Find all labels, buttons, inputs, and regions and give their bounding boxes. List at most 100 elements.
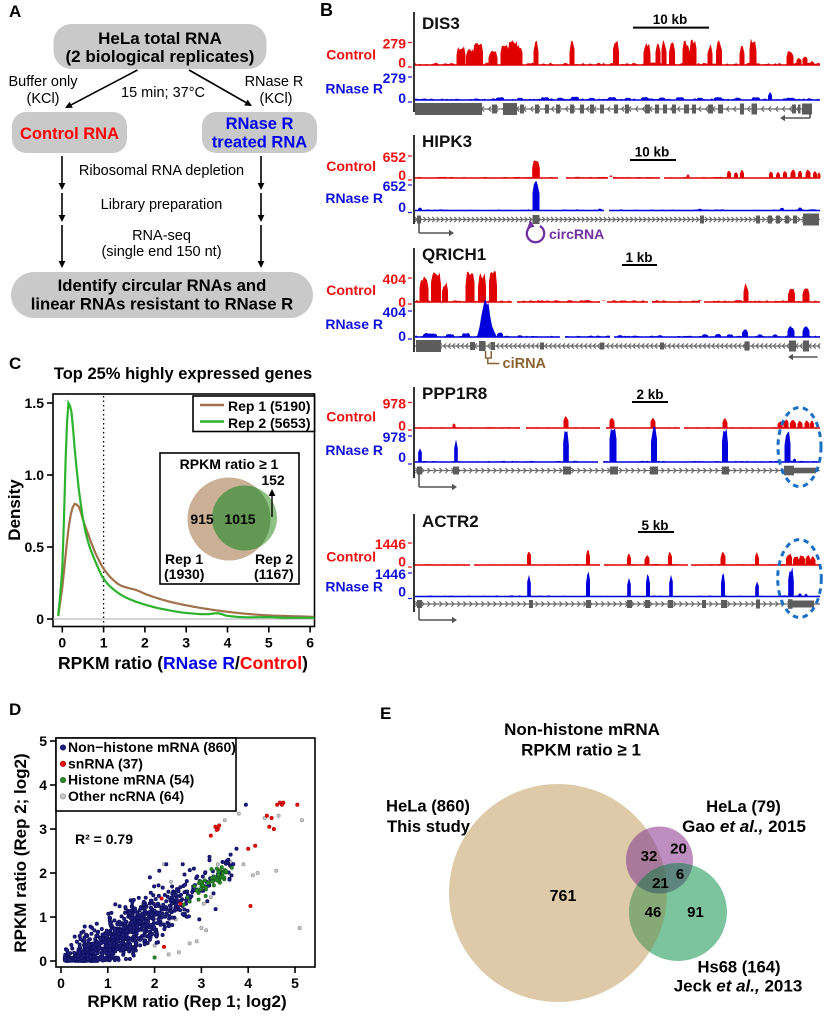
- svg-text:1015: 1015: [224, 511, 255, 527]
- svg-text:10 kb: 10 kb: [653, 12, 688, 27]
- svg-text:RNase R: RNase R: [325, 442, 383, 458]
- svg-text:RPKM ratio (Rep 1; log2): RPKM ratio (Rep 1; log2): [87, 992, 286, 1011]
- svg-text:Control: Control: [326, 549, 376, 565]
- svg-text:RNase R: RNase R: [325, 81, 383, 97]
- svg-text:0: 0: [36, 611, 44, 627]
- svg-text:Hs68 (164): Hs68 (164): [697, 958, 780, 977]
- svg-text:(KCl): (KCl): [259, 91, 292, 107]
- svg-text:32: 32: [641, 848, 658, 865]
- svg-text:0: 0: [398, 294, 406, 310]
- svg-text:2: 2: [39, 865, 47, 881]
- svg-text:404: 404: [383, 271, 407, 287]
- svg-text:snRNA (37): snRNA (37): [68, 755, 143, 771]
- svg-text:Rep 2 (5653): Rep 2 (5653): [228, 415, 310, 431]
- svg-text:279: 279: [383, 36, 407, 52]
- svg-text:4: 4: [224, 635, 232, 651]
- svg-text:RPKM ratio ≥ 1: RPKM ratio ≥ 1: [180, 456, 279, 472]
- svg-text:20: 20: [670, 841, 687, 858]
- svg-text:Jeck et al., 2013: Jeck et al., 2013: [674, 977, 803, 996]
- svg-text:QRICH1: QRICH1: [422, 245, 486, 264]
- svg-text:652: 652: [383, 178, 407, 194]
- svg-text:3: 3: [198, 975, 206, 991]
- svg-text:circRNA: circRNA: [549, 226, 604, 242]
- svg-text:(1167): (1167): [254, 566, 294, 582]
- svg-text:linear RNAs resistant to RNase: linear RNAs resistant to RNase R: [31, 295, 293, 314]
- svg-text:Rep 2: Rep 2: [255, 551, 293, 567]
- svg-text:Buffer only: Buffer only: [8, 74, 78, 90]
- svg-text:1: 1: [100, 635, 108, 651]
- svg-text:0: 0: [39, 953, 47, 969]
- svg-text:0: 0: [398, 328, 406, 344]
- svg-text:D: D: [9, 700, 21, 719]
- svg-text:91: 91: [687, 904, 704, 921]
- svg-text:1: 1: [104, 975, 112, 991]
- svg-text:3: 3: [39, 821, 47, 837]
- svg-text:RNase R: RNase R: [325, 316, 383, 332]
- svg-text:RPKM ratio (RNase R/Control): RPKM ratio (RNase R/Control): [58, 653, 308, 673]
- svg-text:(2 biological replicates): (2 biological replicates): [66, 47, 255, 66]
- svg-text:Control: Control: [326, 47, 376, 63]
- svg-text:0: 0: [398, 90, 406, 106]
- svg-text:E: E: [380, 704, 391, 723]
- svg-text:21: 21: [652, 875, 669, 892]
- svg-text:0: 0: [398, 449, 406, 465]
- svg-text:Identify circular RNAs and: Identify circular RNAs and: [58, 276, 267, 295]
- svg-text:404: 404: [383, 304, 407, 320]
- svg-text:RNase R: RNase R: [245, 74, 304, 90]
- svg-text:Ribosomal RNA depletion: Ribosomal RNA depletion: [79, 163, 244, 179]
- svg-text:RPKM ratio (Rep 2; log2): RPKM ratio (Rep 2; log2): [11, 753, 30, 952]
- svg-text:1446: 1446: [375, 566, 406, 582]
- svg-text:4: 4: [244, 975, 252, 991]
- svg-text:Non−histone mRNA (860): Non−histone mRNA (860): [68, 739, 236, 755]
- svg-text:152: 152: [261, 472, 285, 488]
- svg-text:0: 0: [398, 554, 406, 570]
- svg-text:Top 25% highly expressed genes: Top 25% highly expressed genes: [54, 365, 312, 383]
- svg-text:978: 978: [383, 429, 407, 445]
- svg-text:2 kb: 2 kb: [636, 387, 663, 402]
- svg-text:5: 5: [39, 733, 47, 749]
- svg-text:1446: 1446: [375, 536, 406, 552]
- svg-text:15 min; 37°C: 15 min; 37°C: [121, 85, 205, 101]
- svg-text:0: 0: [398, 55, 406, 71]
- svg-text:5: 5: [265, 635, 273, 651]
- svg-text:1.5: 1.5: [25, 395, 45, 411]
- svg-text:46: 46: [645, 904, 662, 921]
- svg-text:3: 3: [182, 635, 190, 651]
- svg-text:A: A: [9, 2, 21, 21]
- svg-text:(1930): (1930): [164, 566, 204, 582]
- svg-text:1 kb: 1 kb: [625, 250, 652, 265]
- svg-text:PPP1R8: PPP1R8: [422, 384, 487, 403]
- svg-text:C: C: [9, 354, 21, 373]
- svg-text:6: 6: [306, 635, 314, 651]
- svg-text:RNase R: RNase R: [325, 579, 383, 595]
- svg-text:4: 4: [39, 777, 47, 793]
- svg-text:0: 0: [398, 418, 406, 434]
- svg-text:Other ncRNA (64): Other ncRNA (64): [68, 788, 184, 804]
- svg-text:5: 5: [291, 975, 299, 991]
- svg-text:0.5: 0.5: [25, 539, 45, 555]
- svg-text:R² = 0.79: R² = 0.79: [75, 831, 133, 847]
- svg-text:0: 0: [398, 199, 406, 215]
- svg-text:Control RNA: Control RNA: [20, 125, 119, 143]
- svg-text:Library preparation: Library preparation: [101, 197, 223, 213]
- svg-text:(KCl): (KCl): [26, 91, 59, 107]
- svg-text:RNase R: RNase R: [226, 115, 294, 133]
- svg-text:B: B: [320, 0, 333, 20]
- svg-text:RNA-seq: RNA-seq: [132, 228, 191, 244]
- svg-text:1: 1: [39, 909, 47, 925]
- svg-text:HeLa (79): HeLa (79): [706, 797, 781, 816]
- svg-text:DIS3: DIS3: [422, 14, 460, 33]
- svg-text:Control: Control: [326, 409, 376, 425]
- svg-text:Density: Density: [5, 479, 24, 541]
- svg-text:Control: Control: [326, 158, 376, 174]
- svg-text:RNase R: RNase R: [325, 190, 383, 206]
- svg-text:Rep 1: Rep 1: [165, 551, 203, 567]
- svg-text:915: 915: [190, 511, 214, 527]
- svg-text:ciRNA: ciRNA: [503, 356, 547, 372]
- svg-text:5 kb: 5 kb: [641, 518, 668, 533]
- svg-text:This study: This study: [387, 817, 471, 836]
- svg-text:HeLa total RNA: HeLa total RNA: [98, 29, 222, 48]
- svg-text:6: 6: [676, 866, 684, 883]
- svg-text:279: 279: [383, 70, 407, 86]
- svg-text:0: 0: [398, 584, 406, 600]
